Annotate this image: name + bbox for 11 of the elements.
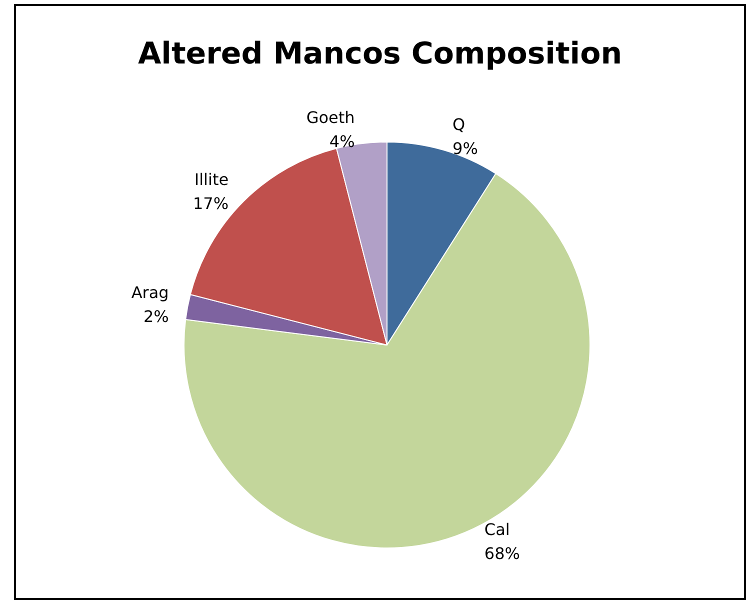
slice-label: Illite bbox=[194, 170, 229, 190]
slice-label: Cal bbox=[484, 520, 510, 539]
data-label: 2% bbox=[143, 306, 169, 326]
slice-label: Arag bbox=[131, 282, 169, 302]
data-label: 68% bbox=[484, 544, 520, 563]
data-label: 17% bbox=[192, 194, 229, 214]
data-label: 9% bbox=[452, 139, 478, 158]
chart-title: Altered Mancos Composition bbox=[138, 36, 622, 72]
slice-label: Goeth bbox=[306, 108, 355, 128]
data-label: 4% bbox=[329, 132, 355, 152]
slice-label: Q bbox=[452, 115, 466, 134]
